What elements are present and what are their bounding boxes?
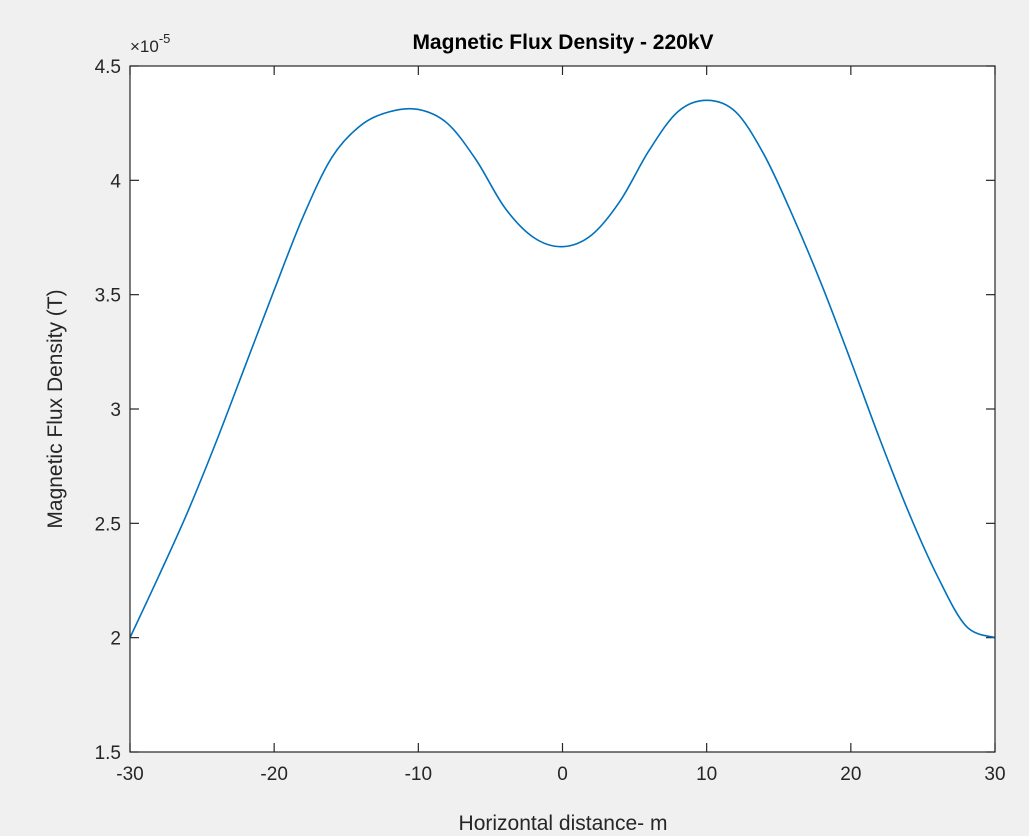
- axes-frame: [129, 65, 996, 753]
- y-tick-label: 3.5: [95, 286, 121, 307]
- chart-title: Magnetic Flux Density - 220kV: [412, 31, 713, 54]
- x-tick-label: -10: [405, 764, 432, 785]
- x-tick-label: 20: [840, 764, 861, 785]
- y-tick-labels: 1.5 2 2.5 3 3.5 4 4.5: [95, 57, 122, 764]
- x-tick-label: 10: [696, 764, 717, 785]
- y-axis-exponent-power: -5: [159, 31, 171, 46]
- x-tick-label: -30: [116, 764, 143, 785]
- x-axis-label: Horizontal distance- m: [459, 812, 668, 835]
- y-tick-label: 3: [110, 400, 121, 421]
- series-line: [129, 99, 996, 639]
- y-tick-label: 2: [110, 629, 121, 650]
- x-tick-label: 0: [557, 764, 568, 785]
- axes-background[interactable]: [130, 66, 995, 752]
- y-axis-label: Magnetic Flux Density (T): [44, 289, 67, 528]
- y-tick-label: 4: [110, 171, 121, 192]
- y-tick-label: 1.5: [95, 743, 121, 764]
- y-tick-label: 4.5: [95, 57, 121, 78]
- y-tick-label: 2.5: [95, 514, 121, 535]
- x-tick-labels: -30 -20 -10 0 10 20 30: [116, 764, 1005, 785]
- y-axis-exponent: ×10-5: [130, 31, 170, 56]
- y-axis-exponent-base: ×10: [130, 37, 159, 56]
- x-tick-label: 30: [984, 764, 1005, 785]
- x-tick-label: -20: [260, 764, 287, 785]
